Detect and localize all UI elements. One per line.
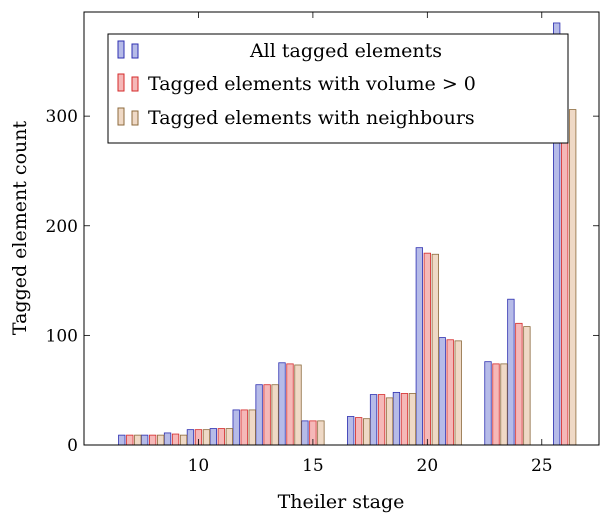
- bar-series0-stage-19: [392, 391, 401, 446]
- ticks: 10 15 20 25 0 100 200 300: [46, 12, 599, 476]
- bar-series1-stage-14: [286, 363, 294, 446]
- bar-series2-stage-15: [317, 420, 325, 446]
- bar-series0-stage-8: [141, 434, 149, 446]
- legend-entry-volume: Tagged elements with volume > 0: [117, 73, 476, 95]
- y-axis-title: Tagged element count: [9, 121, 31, 336]
- bar-series1-stage-9: [171, 433, 180, 446]
- bar-series1-stage-12: [240, 409, 248, 446]
- bar-series0-stage-23: [484, 361, 492, 446]
- bar-series0-stage-13: [255, 384, 263, 446]
- bar-series0-stage-21: [438, 337, 446, 446]
- bar-series2-stage-11: [225, 428, 233, 446]
- bar-series0-stage-14: [278, 362, 286, 446]
- legend-swatch-volume-a: [117, 73, 125, 92]
- legend-entry-all-tagged: All tagged elements: [117, 40, 442, 62]
- legend-swatch-all-tagged-a: [117, 40, 125, 59]
- bar-series1-stage-19: [400, 393, 409, 446]
- bar-series1-stage-18: [377, 394, 386, 446]
- legend: All tagged elements Tagged elements with…: [107, 33, 569, 144]
- bar-series1-stage-21: [446, 339, 454, 446]
- y-tick-label-200: 200: [46, 217, 78, 237]
- y-tick-label-0: 0: [67, 436, 78, 456]
- y-tick-label-300: 300: [46, 107, 78, 127]
- bar-series2-stage-20: [431, 253, 439, 446]
- bar-series0-stage-17: [347, 416, 355, 446]
- bar-series2-stage-26: [569, 109, 577, 446]
- x-tick-label-20: 20: [417, 456, 439, 476]
- y-tick-label-100: 100: [46, 326, 78, 346]
- legend-label-neighbours: Tagged elements with neighbours: [148, 107, 475, 129]
- bar-series2-stage-18: [385, 397, 394, 446]
- legend-box: [107, 33, 569, 144]
- bar-series2-stage-17: [363, 418, 371, 446]
- bar-series2-stage-10: [202, 429, 211, 446]
- bar-series1-stage-24: [515, 322, 523, 446]
- legend-label-all-tagged: All tagged elements: [249, 40, 442, 62]
- axis-frame: [83, 11, 600, 446]
- legend-label-volume: Tagged elements with volume > 0: [148, 73, 476, 95]
- bar-series2-stage-13: [271, 384, 279, 446]
- bar-series0-stage-15: [301, 420, 309, 446]
- bar-series1-stage-7: [126, 434, 134, 446]
- bar-series2-stage-8: [157, 434, 165, 446]
- legend-swatch-neighbours-a: [117, 107, 125, 126]
- bar-series0-stage-20: [415, 247, 423, 446]
- bar-series2-stage-14: [294, 364, 302, 446]
- bar-series1-stage-11: [217, 428, 225, 446]
- bar-series2-stage-9: [179, 434, 188, 446]
- bar-series1-stage-17: [355, 417, 363, 446]
- bar-series2-stage-21: [454, 340, 462, 446]
- legend-swatch-volume-b: [131, 76, 139, 92]
- bar-series0-stage-24: [507, 298, 515, 446]
- bar-series1-stage-13: [263, 384, 271, 446]
- bar-series0-stage-10: [186, 429, 195, 446]
- bar-series2-stage-7: [134, 434, 142, 446]
- legend-entry-neighbours: Tagged elements with neighbours: [117, 107, 475, 129]
- x-tick-label-15: 15: [302, 456, 324, 476]
- x-tick-label-25: 25: [531, 456, 553, 476]
- bar-series1-stage-20: [423, 252, 431, 446]
- x-axis-title: Theiler stage: [278, 491, 405, 513]
- bar-series0-stage-9: [163, 432, 172, 446]
- bar-series0-stage-18: [369, 394, 378, 446]
- bar-series2-stage-19: [408, 393, 417, 446]
- bar-series2-stage-23: [500, 363, 508, 446]
- bar-series0-stage-11: [209, 428, 217, 446]
- legend-swatch-neighbours-b: [131, 110, 139, 126]
- bar-series0-stage-7: [118, 434, 126, 446]
- bar-series2-stage-12: [248, 409, 256, 446]
- bar-series1-stage-23: [492, 363, 500, 446]
- bar-series0-stage-12: [232, 409, 240, 446]
- x-tick-label-10: 10: [188, 456, 210, 476]
- bar-series1-stage-8: [149, 434, 157, 446]
- bar-series2-stage-24: [523, 326, 531, 446]
- legend-swatch-all-tagged-b: [131, 43, 139, 59]
